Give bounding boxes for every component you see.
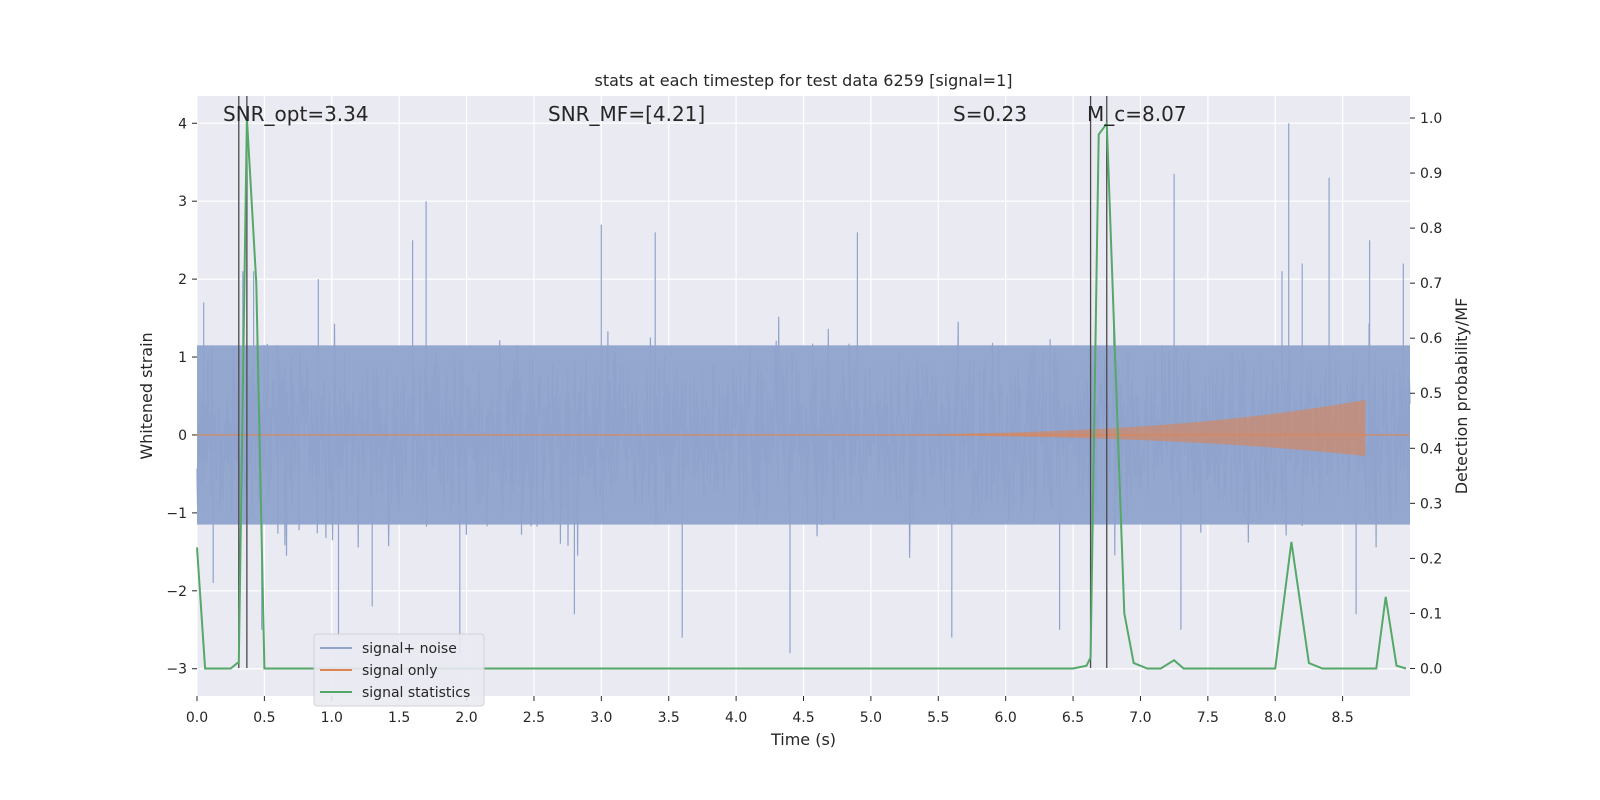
x-tick-label: 0.5 — [253, 710, 275, 726]
y-left-tick-label: −1 — [166, 506, 187, 522]
x-tick-label: 3.0 — [590, 710, 612, 726]
y-left-tick-label: −3 — [166, 662, 187, 678]
x-tick-label: 0.0 — [186, 710, 208, 726]
y-right-tick-label: 0.3 — [1420, 496, 1442, 512]
y-axis-left: −3 −2 −1 0 1 2 3 4 — [166, 116, 197, 678]
legend-label: signal only — [362, 663, 437, 679]
legend-box — [313, 633, 485, 707]
x-tick-label: 2.0 — [455, 710, 477, 726]
y-left-tick-label: 1 — [178, 350, 187, 366]
x-axis-label: Time (s) — [770, 730, 836, 749]
x-tick-label: 6.5 — [1062, 710, 1084, 726]
x-axis: 0.0 0.5 1.0 1.5 2.0 2.5 3.0 3.5 4.0 4.5 5.0 5.5 6.0 6… — [186, 696, 1354, 726]
x-tick-label: 7.5 — [1197, 710, 1219, 726]
x-tick-label: 4.5 — [792, 710, 814, 726]
y-left-tick-label: 3 — [178, 194, 187, 210]
chart-title: stats at each timestep for test data 625… — [594, 71, 1012, 90]
series-signal-statistics — [196, 117, 1407, 670]
plot-area — [196, 96, 1411, 696]
x-tick-label: 6.0 — [995, 710, 1017, 726]
series-signal-only — [197, 399, 1410, 456]
y-axis-label-right: Detection probability/MF — [1452, 298, 1471, 495]
y-right-tick-label: 0.9 — [1420, 166, 1442, 182]
legend-label: signal+ noise — [362, 641, 457, 657]
y-left-tick-label: 2 — [178, 272, 187, 288]
y-axis-right: 0.0 0.1 0.2 0.3 0.4 0.5 0.6 0.7 0.8 0.9 1.0 — [1410, 111, 1442, 677]
x-tick-label: 5.0 — [860, 710, 882, 726]
annotation-text: SNR_opt=3.34 — [223, 102, 369, 126]
legend: signal+ noise signal only signal statistic… — [313, 633, 485, 707]
x-tick-label: 5.5 — [927, 710, 949, 726]
y-right-tick-label: 0.1 — [1420, 606, 1442, 622]
annotation-text: SNR_MF=[4.21] — [548, 102, 705, 126]
x-tick-label: 3.5 — [658, 710, 680, 726]
annotation-text: M_c=8.07 — [1087, 102, 1187, 126]
y-right-tick-label: 0.6 — [1420, 331, 1442, 347]
y-right-tick-label: 0.8 — [1420, 221, 1442, 237]
y-right-tick-label: 0.7 — [1420, 276, 1442, 292]
legend-label: signal statistics — [362, 685, 470, 701]
y-axis-label-left: Whitened strain — [137, 332, 156, 459]
y-left-tick-label: 0 — [178, 428, 187, 444]
y-left-tick-label: −2 — [166, 584, 187, 600]
x-tick-label: 7.0 — [1129, 710, 1151, 726]
y-right-tick-label: 0.2 — [1420, 551, 1442, 567]
x-tick-label: 1.5 — [388, 710, 410, 726]
x-tick-label: 8.5 — [1331, 710, 1353, 726]
signal-chirp — [736, 399, 1366, 456]
y-right-tick-label: 1.0 — [1420, 111, 1442, 127]
annotation-text: S=0.23 — [953, 102, 1027, 126]
x-tick-label: 8.0 — [1264, 710, 1286, 726]
vlines — [238, 96, 1108, 668]
y-right-tick-label: 0.0 — [1420, 661, 1442, 677]
y-right-tick-label: 0.4 — [1420, 441, 1442, 457]
x-tick-label: 2.5 — [523, 710, 545, 726]
y-left-tick-label: 4 — [178, 116, 187, 132]
x-tick-label: 1.0 — [321, 710, 343, 726]
annotations: SNR_opt=3.34 SNR_MF=[4.21] S=0.23 M_c=8.07 — [223, 102, 1187, 126]
x-tick-label: 4.0 — [725, 710, 747, 726]
y-right-tick-label: 0.5 — [1420, 386, 1442, 402]
